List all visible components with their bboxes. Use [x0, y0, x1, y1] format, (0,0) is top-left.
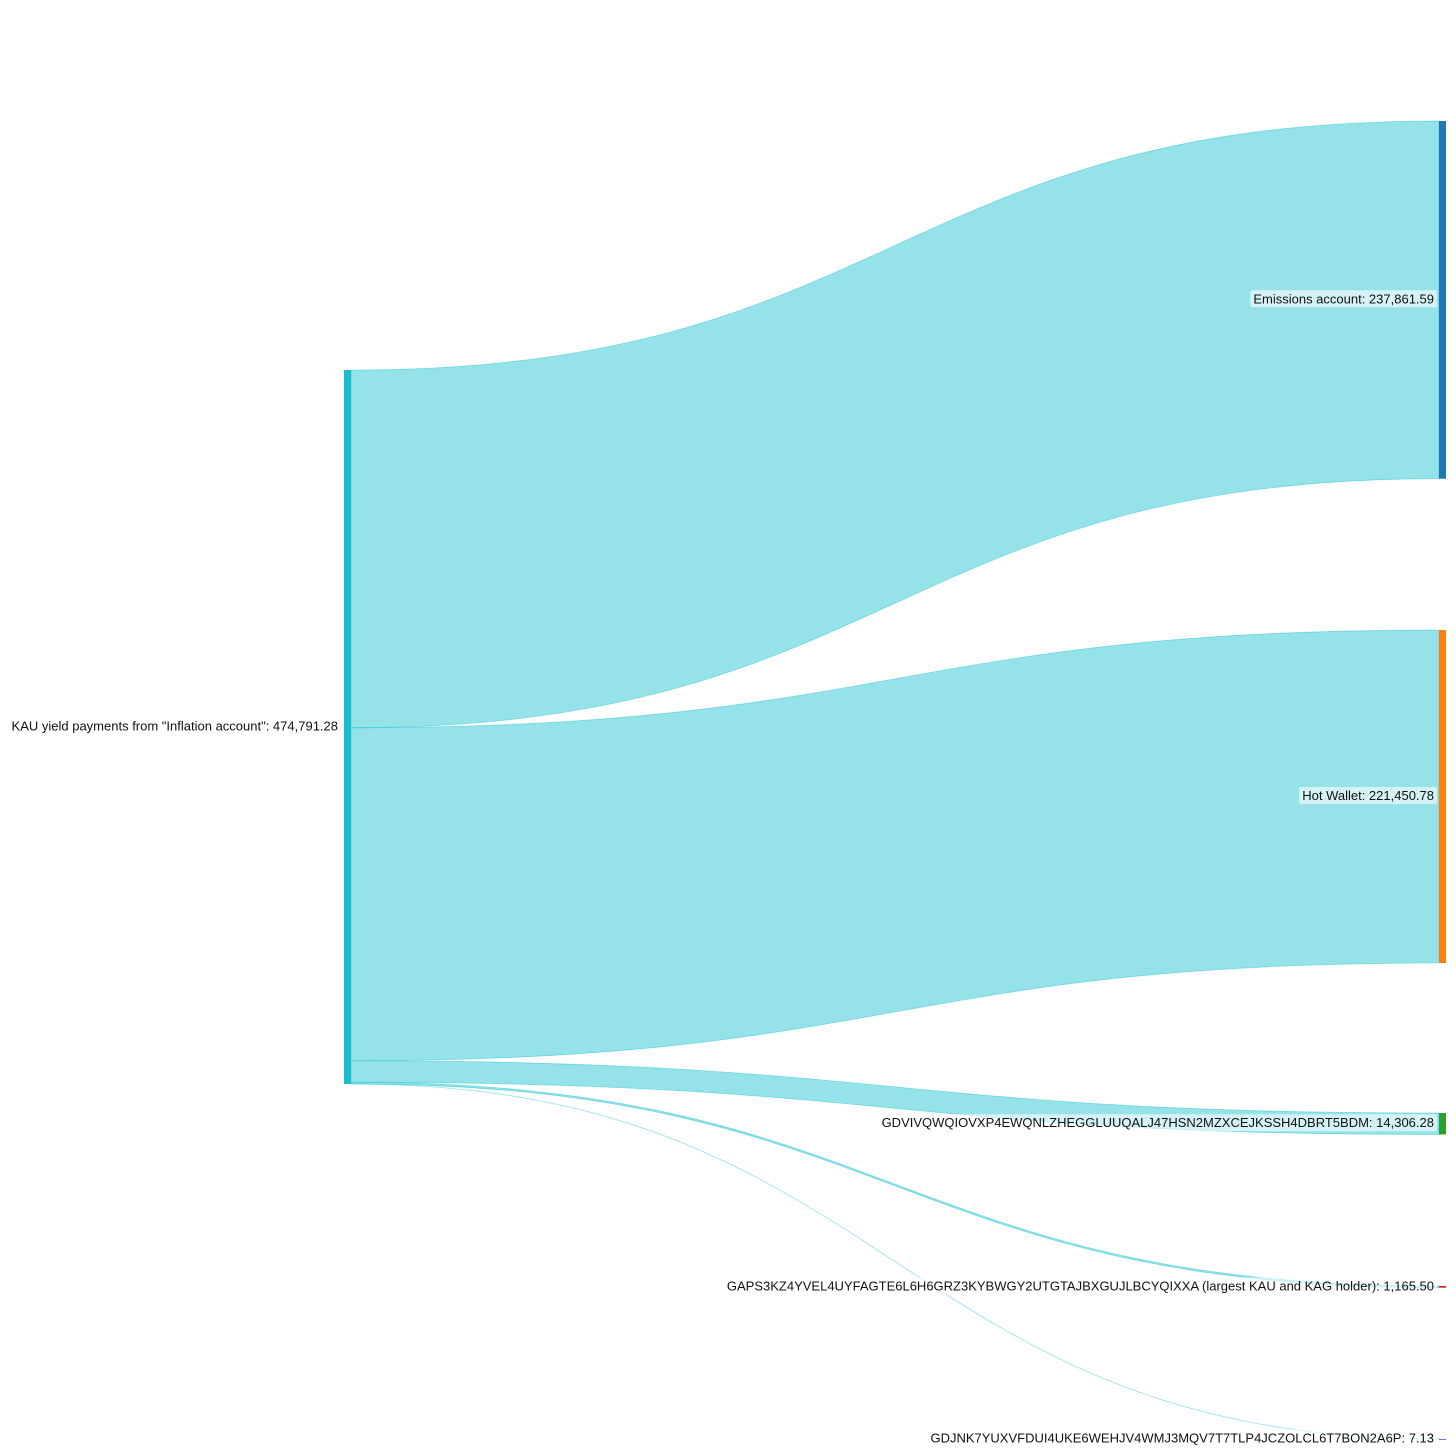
target-node: [1439, 121, 1446, 479]
target-label: GDJNK7YUXVFDUI4UKE6WEHJV4WMJ3MQV7T7TLP4J…: [930, 1430, 1434, 1445]
target-node: [1439, 1439, 1446, 1440]
flow: [350, 120, 1440, 729]
target-node: [1439, 1113, 1446, 1135]
links: [350, 120, 1440, 1440]
target-label: Hot Wallet: 221,450.78: [1302, 788, 1434, 803]
label-background: [1299, 786, 1437, 804]
target-node: [1439, 630, 1446, 964]
target-label: GDVIVQWQIOVXP4EWQNLZHEGGLUUQALJ47HSN2MZX…: [882, 1115, 1434, 1130]
flow: [350, 629, 1440, 1062]
label-background: [1250, 290, 1437, 308]
flow: [350, 1083, 1440, 1440]
label-background: [878, 1114, 1437, 1132]
label-background: [723, 1277, 1437, 1295]
source-node: [344, 370, 351, 1084]
target-node: [1439, 1286, 1446, 1288]
label-background: [927, 1429, 1437, 1447]
source-label: KAU yield payments from "Inflation accou…: [12, 718, 338, 733]
target-label: GAPS3KZ4YVEL4UYFAGTE6L6H6GRZ3KYBWGY2UTGT…: [727, 1278, 1434, 1293]
target-label: Emissions account: 237,861.59: [1253, 291, 1434, 306]
